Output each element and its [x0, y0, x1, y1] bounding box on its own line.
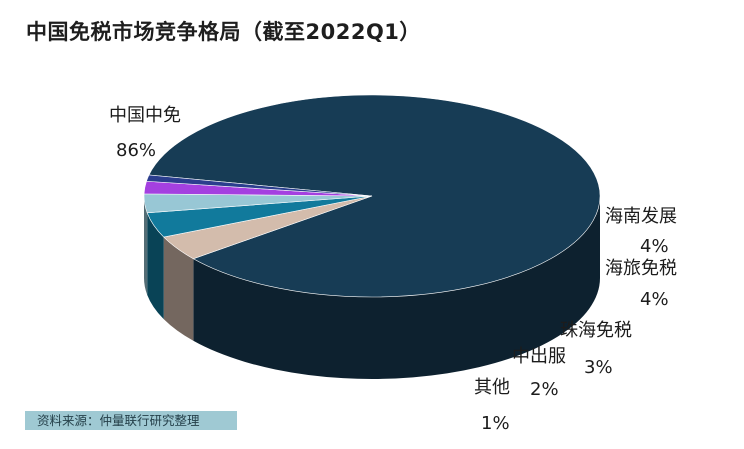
- pie-label-other: 其他: [474, 377, 510, 398]
- pie-value-hainan-tourism: 4%: [640, 289, 669, 310]
- pie-value-hainan-dev: 4%: [640, 236, 669, 257]
- pie-slice-cdfg: [148, 94, 601, 298]
- pie-value-cdfg: 86%: [116, 140, 156, 161]
- chart-title: 中国免税市场竞争格局（截至2022Q1）: [26, 20, 421, 44]
- pie-value-cnsc: 2%: [530, 379, 559, 400]
- pie-label-cnsc: 中出服: [512, 346, 566, 367]
- pie-label-hainan-tourism: 海旅免税: [605, 258, 677, 279]
- pie-sides: [144, 196, 601, 380]
- pie-slice-other: [146, 174, 373, 197]
- pie-value-zhuhai: 3%: [584, 357, 613, 378]
- pie-side-hainan-tourism: [147, 212, 164, 320]
- pie-side-cdfg: [193, 196, 601, 380]
- pie-side-zhuhai: [144, 196, 148, 295]
- source-note: 资料来源：仲量联行研究整理: [25, 411, 237, 430]
- pie-side-hainan-dev: [163, 237, 194, 341]
- pie-value-other: 1%: [481, 413, 510, 434]
- pie-label-cdfg: 中国中免: [109, 105, 181, 126]
- pie-label-hainan-dev: 海南发展: [605, 206, 677, 227]
- pie-label-zhuhai: 珠海免税: [560, 320, 632, 341]
- pie-slices: [143, 94, 601, 298]
